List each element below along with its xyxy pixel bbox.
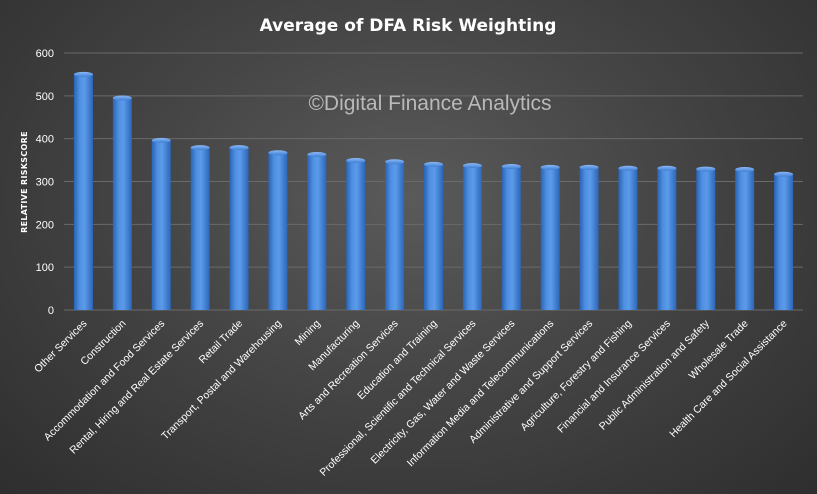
y-tick-label: 200 (36, 219, 54, 231)
bar (190, 147, 210, 310)
bar-cap (618, 165, 638, 171)
y-axis-label: RELATIVE RISKSCORE (20, 131, 29, 233)
y-tick-label: 300 (36, 177, 54, 189)
x-tick-label: Electricity, Gas, Water and Waste Servic… (368, 318, 517, 467)
bar-cap (462, 163, 482, 169)
bar-cap (73, 71, 93, 77)
y-axis-ticks: 0 100 200 300 400 500 600 (36, 48, 54, 317)
bar-cap (346, 158, 366, 164)
bar-cap (579, 164, 599, 170)
bar (735, 169, 755, 310)
bar-cap (385, 159, 405, 165)
watermark-text: ©Digital Finance Analytics (308, 92, 551, 115)
bar (657, 168, 677, 310)
bar-cap (151, 137, 171, 143)
bar-cap (540, 164, 560, 170)
bar-cap (696, 166, 716, 172)
bar-cap (501, 164, 521, 170)
bar (307, 154, 327, 310)
x-tick-label: Other Services (32, 318, 90, 376)
y-tick-label: 0 (48, 305, 54, 317)
bar-cap (229, 145, 249, 151)
bar (618, 168, 638, 310)
chart-title: Average of DFA Risk Weighting (260, 16, 557, 36)
bar (579, 167, 599, 310)
y-tick-label: 500 (36, 91, 54, 103)
bar (501, 166, 521, 310)
bar-cap (774, 171, 794, 177)
bars (73, 71, 794, 311)
bar (462, 165, 482, 310)
x-tick-label: Information Media and Telecommunications (405, 318, 557, 470)
y-tick-label: 400 (36, 134, 54, 146)
bar (774, 174, 794, 310)
bar (346, 160, 366, 310)
y-tick-label: 600 (36, 48, 54, 60)
bar-cap (735, 167, 755, 173)
bar-cap (268, 150, 288, 156)
bar (696, 169, 716, 310)
y-tick-label: 100 (36, 262, 54, 274)
bar (268, 152, 288, 310)
bar-cap (424, 161, 443, 167)
bar-cap (112, 95, 132, 101)
bar (73, 74, 93, 311)
bar-cap (190, 145, 210, 151)
bar-cap (307, 152, 327, 158)
bar (151, 140, 171, 310)
bar (385, 161, 405, 310)
bar (424, 164, 443, 310)
x-axis-ticks: Other ServicesConstructionAccommodation … (32, 317, 790, 479)
bar (229, 147, 249, 310)
x-tick-label: Mining (293, 318, 323, 348)
bar-cap (657, 165, 677, 171)
bar (112, 97, 132, 310)
bar (540, 167, 560, 310)
